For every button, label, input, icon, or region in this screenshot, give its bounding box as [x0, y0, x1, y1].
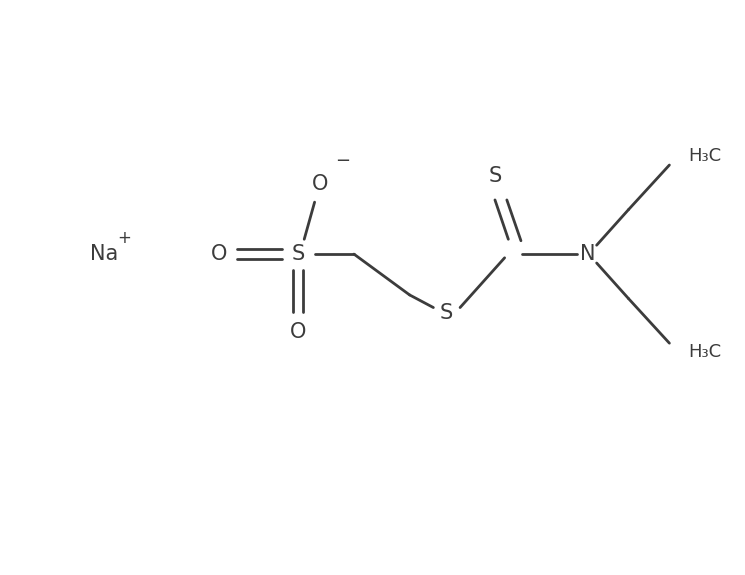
Text: O: O [290, 322, 306, 342]
Text: S: S [488, 166, 501, 186]
Text: H₃C: H₃C [688, 147, 722, 165]
Text: −: − [335, 152, 350, 170]
Text: O: O [312, 174, 329, 194]
Text: O: O [211, 244, 227, 264]
Text: S: S [440, 304, 454, 324]
Text: Na: Na [90, 244, 118, 264]
Text: H₃C: H₃C [688, 343, 722, 361]
Text: S: S [291, 244, 305, 264]
Text: +: + [117, 229, 131, 247]
Text: N: N [580, 244, 595, 264]
